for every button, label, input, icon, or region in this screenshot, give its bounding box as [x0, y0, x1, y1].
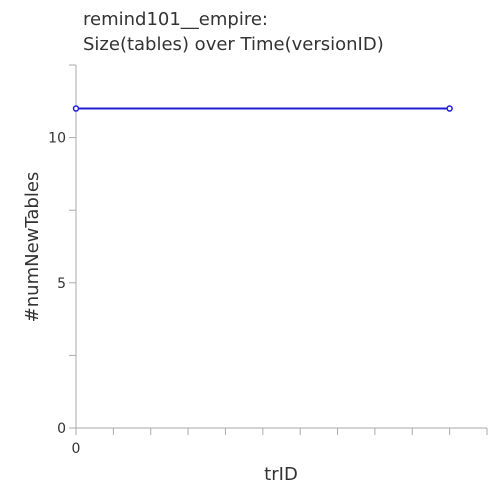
y-ticks: 0 5 10 — [48, 64, 76, 437]
y-tick-label: 5 — [57, 276, 66, 292]
chart-title-line-1: remind101__empire: — [83, 9, 268, 30]
series-point — [446, 105, 453, 112]
chart-title-line-2: Size(tables) over Time(versionID) — [83, 34, 384, 55]
y-axis-label: #numNewTables — [22, 172, 43, 323]
x-axis-label: trID — [264, 464, 298, 485]
series-layer — [72, 105, 453, 112]
y-tick-label: 10 — [48, 131, 66, 147]
x-ticks: 0 — [72, 428, 488, 457]
series-point — [72, 105, 80, 112]
y-tick-label: 0 — [57, 421, 66, 437]
x-tick-label: 0 — [72, 441, 81, 457]
